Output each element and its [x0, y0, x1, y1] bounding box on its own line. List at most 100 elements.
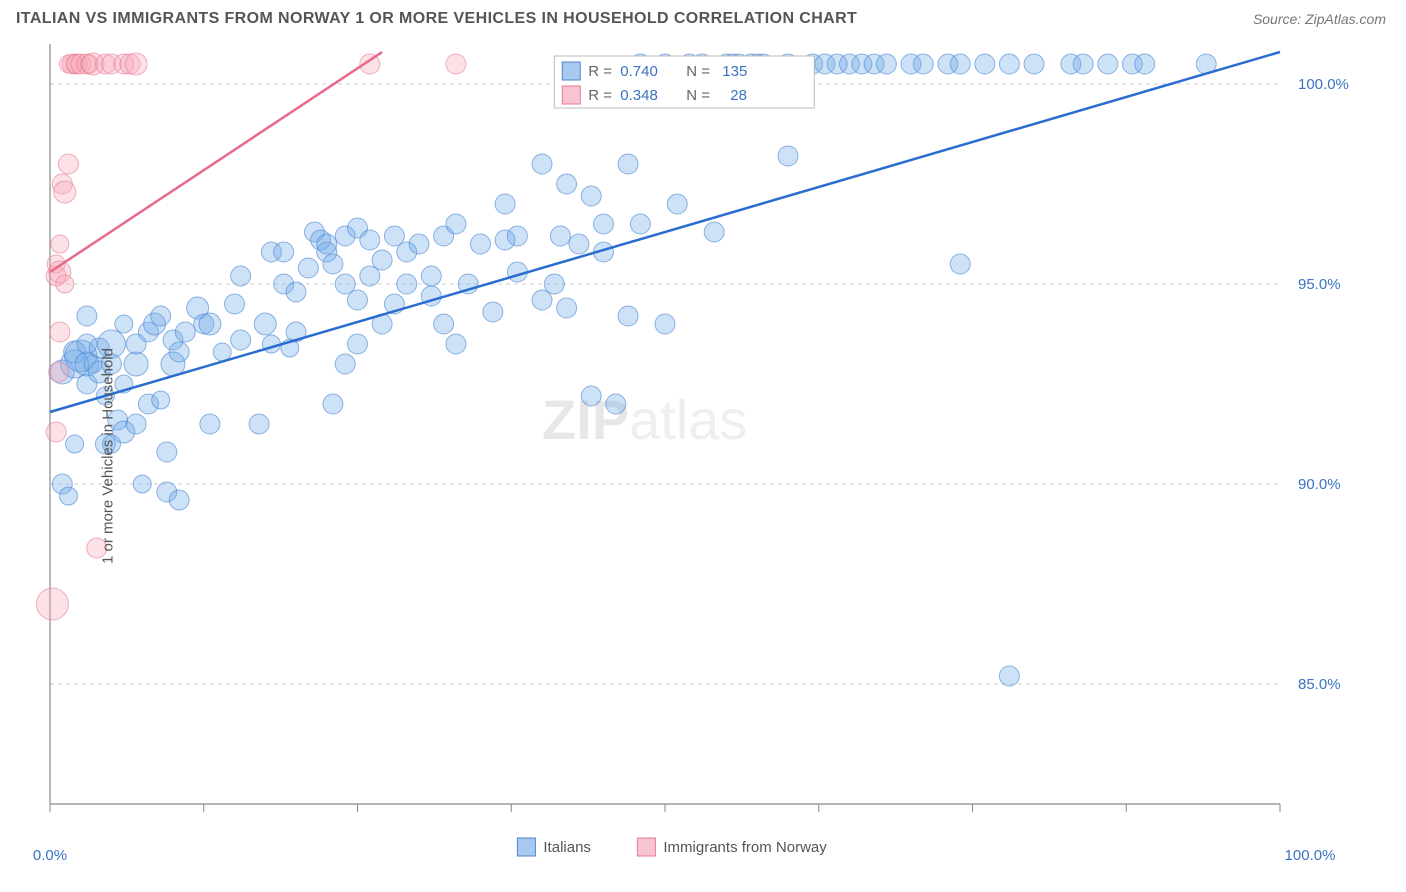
legend-label: Immigrants from Norway	[663, 839, 827, 856]
data-point	[335, 354, 355, 374]
data-point	[1024, 54, 1044, 74]
data-point	[1073, 54, 1093, 74]
data-point	[618, 306, 638, 326]
data-point	[231, 330, 251, 350]
data-point	[323, 394, 343, 414]
data-point	[581, 386, 601, 406]
data-point	[49, 362, 69, 382]
legend-swatch-icon	[637, 838, 655, 856]
data-point	[913, 54, 933, 74]
chart-title: ITALIAN VS IMMIGRANTS FROM NORWAY 1 OR M…	[16, 10, 857, 28]
data-point	[975, 54, 995, 74]
data-point	[950, 54, 970, 74]
data-point	[77, 306, 97, 326]
data-point	[199, 313, 221, 335]
data-point	[317, 234, 337, 254]
data-point	[434, 314, 454, 334]
data-point	[569, 234, 589, 254]
data-point	[36, 588, 68, 620]
data-point	[446, 54, 466, 74]
data-point	[446, 334, 466, 354]
data-point	[360, 230, 380, 250]
data-point	[471, 234, 491, 254]
data-point	[409, 234, 429, 254]
swatch-icon	[562, 86, 580, 104]
data-point	[421, 266, 441, 286]
data-point	[348, 334, 368, 354]
data-point	[667, 194, 687, 214]
title-bar: ITALIAN VS IMMIGRANTS FROM NORWAY 1 OR M…	[0, 0, 1406, 34]
data-point	[550, 226, 570, 246]
data-point	[532, 154, 552, 174]
data-point	[557, 298, 577, 318]
data-point	[124, 352, 148, 376]
stats-r-value: 0.740	[620, 63, 658, 80]
data-point	[397, 274, 417, 294]
data-point	[1135, 54, 1155, 74]
data-point	[298, 258, 318, 278]
stats-label: R =	[588, 63, 612, 80]
data-point	[876, 54, 896, 74]
data-point	[151, 306, 171, 326]
data-point	[286, 282, 306, 302]
data-point	[274, 242, 294, 262]
data-point	[446, 214, 466, 234]
data-point	[594, 214, 614, 234]
data-point	[157, 442, 177, 462]
data-point	[544, 274, 564, 294]
source-label: Source: ZipAtlas.com	[1253, 11, 1386, 27]
swatch-icon	[562, 62, 580, 80]
y-axis-label: 1 or more Vehicles in Household	[99, 348, 116, 564]
y-tick-label: 85.0%	[1298, 676, 1341, 693]
stats-label: N =	[686, 63, 710, 80]
stats-r-value: 0.348	[620, 87, 658, 104]
data-point	[704, 222, 724, 242]
stats-label: R =	[588, 87, 612, 104]
x-min-label: 0.0%	[33, 847, 67, 864]
data-point	[483, 302, 503, 322]
data-point	[348, 290, 368, 310]
data-point	[1098, 54, 1118, 74]
stats-n-value: 135	[722, 63, 747, 80]
stats-label: N =	[686, 87, 710, 104]
data-point	[231, 266, 251, 286]
data-point	[323, 254, 343, 274]
data-point	[999, 54, 1019, 74]
data-point	[557, 174, 577, 194]
legend-label: Italians	[543, 839, 591, 856]
data-point	[372, 250, 392, 270]
data-point	[254, 313, 276, 335]
data-point	[213, 343, 231, 361]
data-point	[115, 315, 133, 333]
data-point	[50, 322, 70, 342]
data-point	[630, 214, 650, 234]
data-point	[581, 186, 601, 206]
watermark: ZIPatlas	[542, 388, 747, 451]
data-point	[54, 181, 76, 203]
data-point	[655, 314, 675, 334]
stats-n-value: 28	[730, 87, 747, 104]
data-point	[66, 435, 84, 453]
data-point	[950, 254, 970, 274]
data-point	[200, 414, 220, 434]
legend-swatch-icon	[517, 838, 535, 856]
data-point	[46, 422, 66, 442]
data-point	[133, 475, 151, 493]
chart-wrap: 1 or more Vehicles in Household 85.0%90.…	[0, 34, 1406, 878]
x-max-label: 100.0%	[1285, 847, 1336, 864]
y-tick-label: 95.0%	[1298, 276, 1341, 293]
data-point	[59, 487, 77, 505]
data-point	[225, 294, 245, 314]
data-point	[126, 414, 146, 434]
data-point	[169, 490, 189, 510]
data-point	[51, 235, 69, 253]
y-tick-label: 100.0%	[1298, 76, 1349, 93]
data-point	[507, 226, 527, 246]
data-point	[249, 414, 269, 434]
data-point	[56, 275, 74, 293]
scatter-chart: 85.0%90.0%95.0%100.0%ZIPatlas0.0%100.0%R…	[0, 34, 1406, 878]
data-point	[495, 194, 515, 214]
data-point	[618, 154, 638, 174]
data-point	[606, 394, 626, 414]
data-point	[169, 342, 189, 362]
